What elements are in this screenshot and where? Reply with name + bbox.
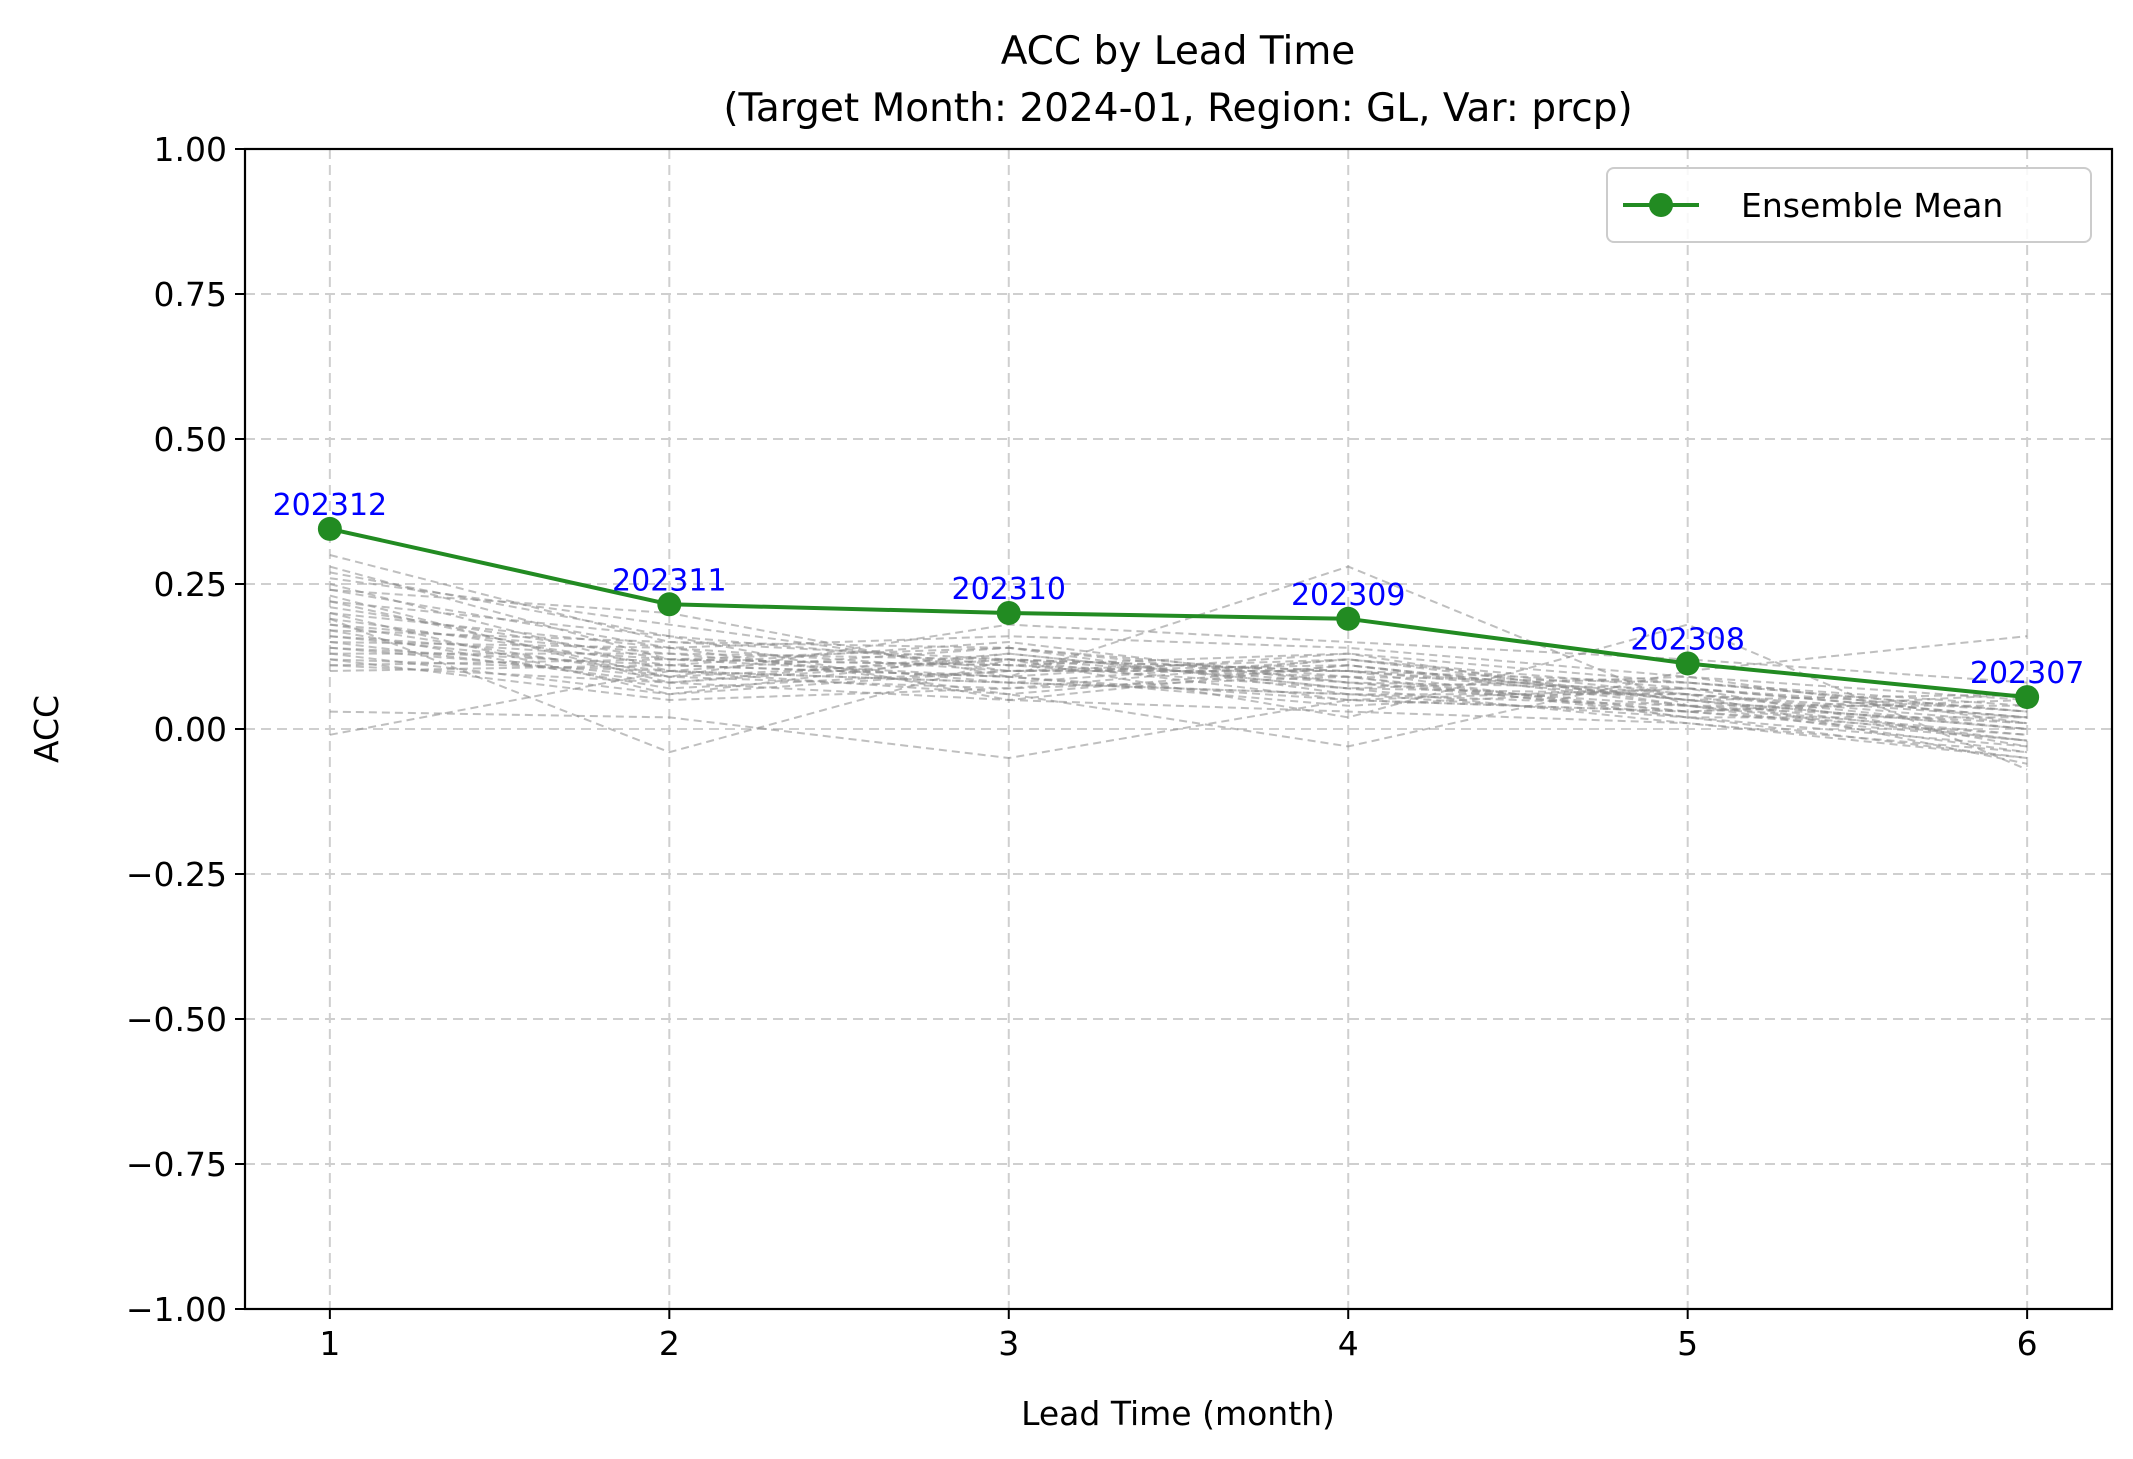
member-line (329, 629, 2028, 759)
x-tick-label: 4 (1338, 1324, 1359, 1363)
chart-title: ACC by Lead Time (1001, 29, 1356, 74)
init-month-label: 202312 (273, 488, 388, 523)
member-line (329, 588, 2028, 701)
member-line (329, 571, 2028, 759)
legend: Ensemble Mean (1606, 167, 2092, 243)
init-month-label: 202307 (1970, 656, 2085, 691)
y-axis-ticks: 1.00 0.75 0.50 0.25 0.00 −0.25 −0.50 −0.75 −1.00 (126, 130, 245, 1329)
y-tick-label: 0.25 (154, 565, 227, 604)
member-line (329, 565, 2028, 742)
y-tick-label: 0.50 (154, 420, 227, 459)
ensemble-mean-point (1675, 651, 1700, 676)
y-tick-label: 0.00 (154, 710, 227, 749)
x-tick-label: 6 (2017, 1324, 2038, 1363)
ensemble-mean-point (317, 516, 342, 541)
member-line (329, 646, 2028, 748)
legend-box (1606, 167, 2092, 243)
member-line (329, 687, 2028, 760)
x-tick-label: 3 (998, 1324, 1019, 1363)
legend-ensemble-mean-marker (1649, 193, 1673, 217)
init-month-label: 202310 (952, 572, 1067, 607)
x-tick-label: 1 (319, 1324, 340, 1363)
x-axis-label: Lead Time (month) (1021, 1394, 1335, 1433)
member-line (329, 646, 2028, 725)
y-axis-label: ACC (27, 695, 66, 763)
y-tick-label: −0.75 (126, 1145, 227, 1184)
y-tick-label: 1.00 (154, 130, 227, 169)
member-line (329, 600, 2028, 684)
init-month-label: 202308 (1630, 622, 1745, 657)
init-month-label: 202309 (1291, 578, 1406, 613)
x-tick-label: 5 (1677, 1324, 1698, 1363)
y-tick-label: −1.00 (126, 1290, 227, 1329)
member-line (329, 617, 2028, 771)
ensemble-mean-point (1336, 606, 1361, 631)
legend-ensemble-mean-label: Ensemble Mean (1741, 186, 2003, 225)
x-axis-ticks: 1 2 3 4 5 6 (319, 1309, 2038, 1363)
chart-subtitle: (Target Month: 2024-01, Region: GL, Var:… (723, 86, 1632, 131)
ensemble-mean-series (317, 516, 2040, 710)
y-tick-label: −0.25 (126, 855, 227, 894)
y-tick-label: 0.75 (154, 275, 227, 314)
member-line (329, 635, 2028, 748)
member-line (329, 664, 2028, 730)
init-month-label: 202311 (612, 563, 727, 598)
member-lines (329, 554, 2028, 771)
ensemble-mean-point (2015, 685, 2040, 710)
ensemble-mean-line (329, 526, 2028, 700)
ensemble-mean-point (657, 592, 682, 617)
member-line (329, 612, 2028, 754)
init-month-labels: 202312 202311 202310 202309 202308 202307 (273, 488, 2085, 691)
ensemble-mean-point (996, 601, 1021, 625)
y-tick-label: −0.50 (126, 1000, 227, 1039)
member-line (329, 658, 2028, 754)
x-tick-label: 2 (659, 1324, 680, 1363)
member-line (329, 641, 2028, 725)
